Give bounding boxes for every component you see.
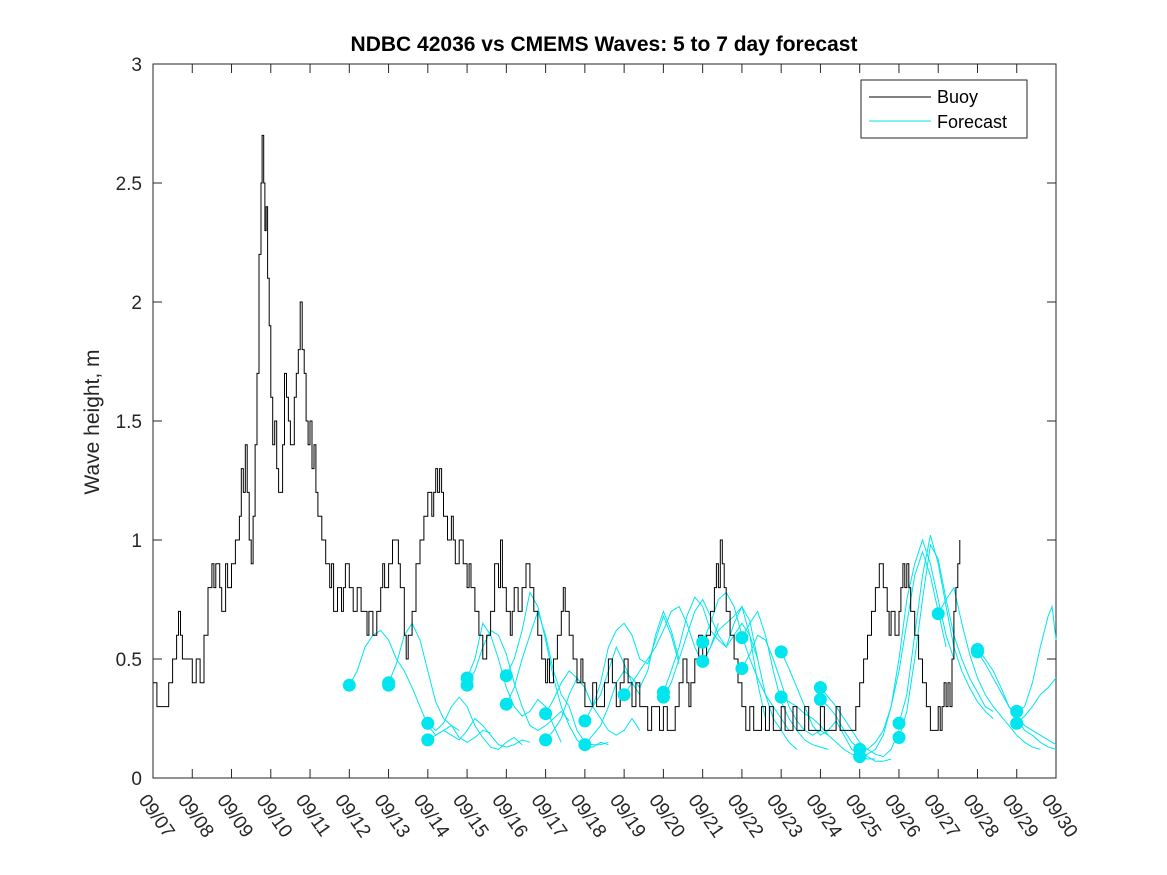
forecast-marker [696,635,710,649]
forecast-marker [931,607,945,621]
x-tick-label: 09/08 [173,791,217,842]
forecast-marker [342,678,356,692]
forecast-marker [774,690,788,704]
forecast-marker [578,714,592,728]
x-tick-label: 09/23 [762,791,806,842]
forecast-marker [735,631,749,645]
forecast-marker [539,707,553,721]
forecast-line [584,614,680,722]
buoy-line [153,134,961,731]
forecast-marker [421,733,435,747]
x-tick-label: 09/07 [134,791,178,842]
forecast-line [584,609,680,746]
legend: Buoy Forecast [860,79,1028,139]
legend-box [860,79,1028,139]
forecast-line [427,717,531,748]
axis-ticks [152,63,1057,779]
y-tick-label: 0.5 [116,650,142,671]
x-tick-label: 09/17 [527,791,571,842]
x-tick-label: 09/27 [919,791,963,842]
forecast-line [466,629,570,731]
forecast-line [859,550,947,750]
x-tick-label: 09/16 [487,791,531,842]
y-tick-label: 2 [131,293,142,314]
x-tick-label: 09/28 [958,791,1002,842]
x-tick-label: 09/18 [566,791,610,842]
forecast-marker [460,678,474,692]
y-tick-label: 1 [131,531,142,552]
forecast-marker [1010,716,1024,730]
forecast-marker [892,716,906,730]
forecast-line [1016,604,1057,712]
x-tick-label: 09/20 [644,791,688,842]
forecast-marker [696,654,710,668]
forecast-marker [499,669,513,683]
y-tick-label: 3 [131,55,142,76]
forecast-marker [421,716,435,730]
forecast-line [702,591,790,731]
forecast-marker [499,697,513,711]
forecast-marker [1010,704,1024,718]
x-tick-label: 09/11 [291,791,335,841]
forecast-line [427,696,523,750]
x-tick-label: 09/09 [212,791,256,842]
plot-area [152,63,1057,779]
x-tick-label: 09/19 [605,791,649,842]
x-tick-label: 09/13 [369,791,413,842]
x-tick-label: 09/25 [841,791,885,842]
forecast-line [466,622,562,743]
x-tick-label: 09/26 [880,791,924,842]
forecast-marker [735,662,749,675]
y-tick-label: 2.5 [116,174,142,195]
forecast-line [820,687,900,758]
forecast-line [937,586,1041,750]
forecast-marker [382,678,396,692]
forecast-line [1016,677,1057,724]
forecast-line [388,622,491,743]
forecast-marker [656,690,670,704]
forecast-marker [578,738,592,752]
forecast-marker [971,645,984,659]
forecast-marker [539,733,553,747]
forecast-line [662,598,766,719]
chart-title: NDBC 42036 vs CMEMS Waves: 5 to 7 day fo… [351,33,858,56]
forecast-marker [853,750,867,764]
forecast-marker [813,681,827,695]
forecast-line [505,609,609,746]
forecast-marker [813,693,827,706]
forecast-markers [342,607,1024,764]
legend-buoy-label: Buoy [937,87,978,107]
forecast-marker [774,645,788,659]
forecast-line [859,538,955,758]
x-tick-label: 09/24 [801,791,846,842]
x-tick-label: 09/29 [998,791,1042,842]
forecast-marker [892,731,906,744]
x-tick-label: 09/12 [330,791,374,842]
x-tick-label: 09/21 [684,791,728,842]
x-tick-label: 09/14 [409,791,454,842]
legend-forecast-label: Forecast [937,112,1007,132]
y-tick-label: 0 [131,769,142,790]
forecast-marker [617,688,631,702]
x-tick-label: 09/30 [1037,791,1081,842]
x-tick-label: 09/10 [252,791,296,842]
x-tick-label: 09/15 [448,791,492,842]
y-axis-title: Wave height, m [81,349,104,494]
y-tick-label: 1.5 [116,412,142,433]
x-tick-label: 09/22 [723,791,767,842]
